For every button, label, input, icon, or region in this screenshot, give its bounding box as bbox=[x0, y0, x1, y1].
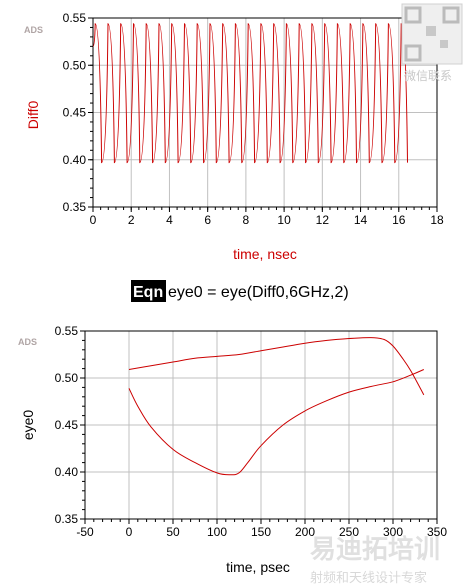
x-tick-label: 0 bbox=[126, 525, 133, 539]
x-tick-label: 350 bbox=[427, 525, 447, 539]
x-tick-label: 0 bbox=[90, 213, 97, 227]
x-tick-label: 200 bbox=[295, 525, 315, 539]
xlabel-bottom: time, psec bbox=[226, 559, 290, 575]
equation-line: Eqn eye0 = eye(Diff0,6GHz,2) bbox=[131, 280, 349, 302]
grid-bottom bbox=[84, 330, 438, 520]
eye-trace-1 bbox=[128, 337, 425, 396]
eqn-badge: Eqn bbox=[133, 284, 163, 301]
x-tick-label: 250 bbox=[339, 525, 359, 539]
x-tick-label: 6 bbox=[204, 213, 211, 227]
watermark-bottom-small: 射频和天线设计专家 bbox=[310, 570, 427, 586]
y-tick-label: 0.40 bbox=[63, 153, 87, 167]
y-tick-label: 0.35 bbox=[63, 200, 87, 214]
ticks-bottom: -50 0 50 100 150 200 250 300 350 0.35 0.40 0.45 0.50… bbox=[55, 324, 448, 539]
chart-eye0: ADS -50 0 50 100 150 200 250 300 350 0.35 0.40 0.45… bbox=[18, 324, 447, 575]
x-tick-label: 150 bbox=[251, 525, 271, 539]
x-tick-label: 18 bbox=[430, 213, 444, 227]
x-tick-label: 10 bbox=[277, 213, 291, 227]
watermark-bottom-big: 易迪拓培训 bbox=[310, 535, 440, 565]
y-tick-label: 0.55 bbox=[63, 11, 87, 25]
y-tick-label: 0.55 bbox=[55, 324, 79, 338]
x-tick-label: 4 bbox=[166, 213, 173, 227]
brand-watermark: 易迪拓培训 射频和天线设计专家 bbox=[310, 535, 440, 586]
ylabel-bottom: eye0 bbox=[20, 410, 36, 441]
ads-label-bottom: ADS bbox=[18, 337, 37, 347]
x-tick-label: 300 bbox=[383, 525, 403, 539]
x-tick-label: 2 bbox=[128, 213, 135, 227]
ads-label-top: ADS bbox=[24, 25, 43, 35]
x-tick-label: 50 bbox=[166, 525, 180, 539]
y-tick-label: 0.40 bbox=[55, 465, 79, 479]
x-tick-label: 12 bbox=[316, 213, 330, 227]
x-tick-label: 8 bbox=[243, 213, 250, 227]
ticks-top: 0 2 4 6 8 10 12 14 16 18 0.35 0.40 0.45 0.50 0.55 bbox=[63, 11, 444, 227]
x-tick-label: 14 bbox=[354, 213, 368, 227]
y-tick-label: 0.45 bbox=[63, 106, 87, 120]
x-tick-label: 16 bbox=[392, 213, 406, 227]
x-tick-label: -50 bbox=[76, 525, 94, 539]
ylabel-top: Diff0 bbox=[25, 101, 41, 130]
chart-diff0: ADS 0 2 4 6 8 10 12 14 16 180.350.400.450.500.55 … bbox=[24, 11, 444, 262]
y-tick-label: 0.45 bbox=[55, 418, 79, 432]
qr-watermark: 微信联系 bbox=[401, 3, 463, 83]
trace-diff0 bbox=[92, 23, 408, 164]
y-tick-label: 0.50 bbox=[55, 371, 79, 385]
y-tick-label: 0.50 bbox=[63, 58, 87, 72]
traces-eye0 bbox=[128, 337, 425, 476]
y-tick-label: 0.35 bbox=[55, 512, 79, 526]
eye-trace-2 bbox=[128, 369, 425, 476]
xlabel-top: time, nsec bbox=[233, 246, 297, 262]
x-tick-label: 100 bbox=[207, 525, 227, 539]
watermark-top-text: 微信联系 bbox=[404, 69, 452, 83]
eqn-badge-bg bbox=[131, 280, 166, 302]
eqn-expression: eye0 = eye(Diff0,6GHz,2) bbox=[168, 284, 349, 301]
